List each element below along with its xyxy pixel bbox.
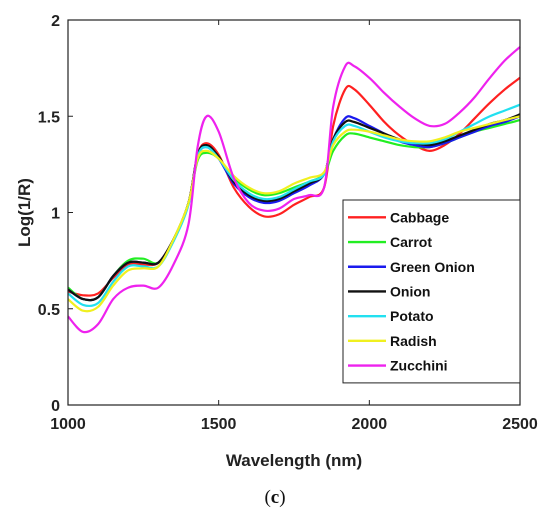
- x-axis-title: Wavelength (nm): [226, 451, 362, 470]
- legend-label-green-onion: Green Onion: [390, 259, 475, 275]
- caption-open: (: [264, 487, 271, 508]
- legend-label-carrot: Carrot: [390, 234, 432, 250]
- series-line-potato: [67, 103, 521, 308]
- y-tick-label: 0: [51, 398, 60, 415]
- caption-letter: c: [270, 487, 280, 508]
- y-tick-label: 2: [51, 13, 60, 30]
- y-tick-label: 1.5: [38, 109, 60, 126]
- figure-caption: (c): [0, 487, 550, 509]
- series-lines: [67, 46, 521, 334]
- series-line-cabbage: [67, 76, 521, 297]
- legend-label-zucchini: Zucchini: [390, 358, 448, 374]
- caption-close: ): [279, 487, 286, 508]
- y-tick-labels: 0 0.5 1 1.5 2: [38, 13, 60, 415]
- series-line-radish: [67, 115, 521, 313]
- legend-label-radish: Radish: [390, 333, 437, 349]
- x-tick-labels: 1000 1500 2000 2500: [50, 416, 538, 433]
- y-axis-title: Log(1/R): [15, 178, 34, 247]
- x-tick-label: 2500: [502, 416, 538, 433]
- legend: Cabbage Carrot Green Onion Onion Potato Radis…: [342, 199, 521, 384]
- x-tick-label: 2000: [352, 416, 388, 433]
- x-tick-label: 1000: [50, 416, 86, 433]
- legend-label-onion: Onion: [390, 283, 430, 299]
- y-tick-label: 0.5: [38, 302, 60, 319]
- legend-label-potato: Potato: [390, 308, 434, 324]
- series-line-zucchini: [67, 46, 521, 334]
- legend-label-cabbage: Cabbage: [390, 209, 449, 225]
- y-tick-label: 1: [51, 206, 60, 223]
- x-tick-label: 1500: [201, 416, 237, 433]
- series-line-onion: [67, 113, 521, 302]
